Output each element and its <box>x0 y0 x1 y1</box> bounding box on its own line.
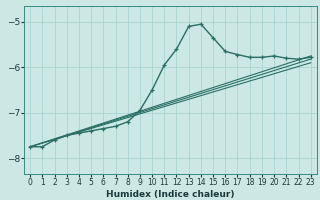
X-axis label: Humidex (Indice chaleur): Humidex (Indice chaleur) <box>106 190 235 199</box>
